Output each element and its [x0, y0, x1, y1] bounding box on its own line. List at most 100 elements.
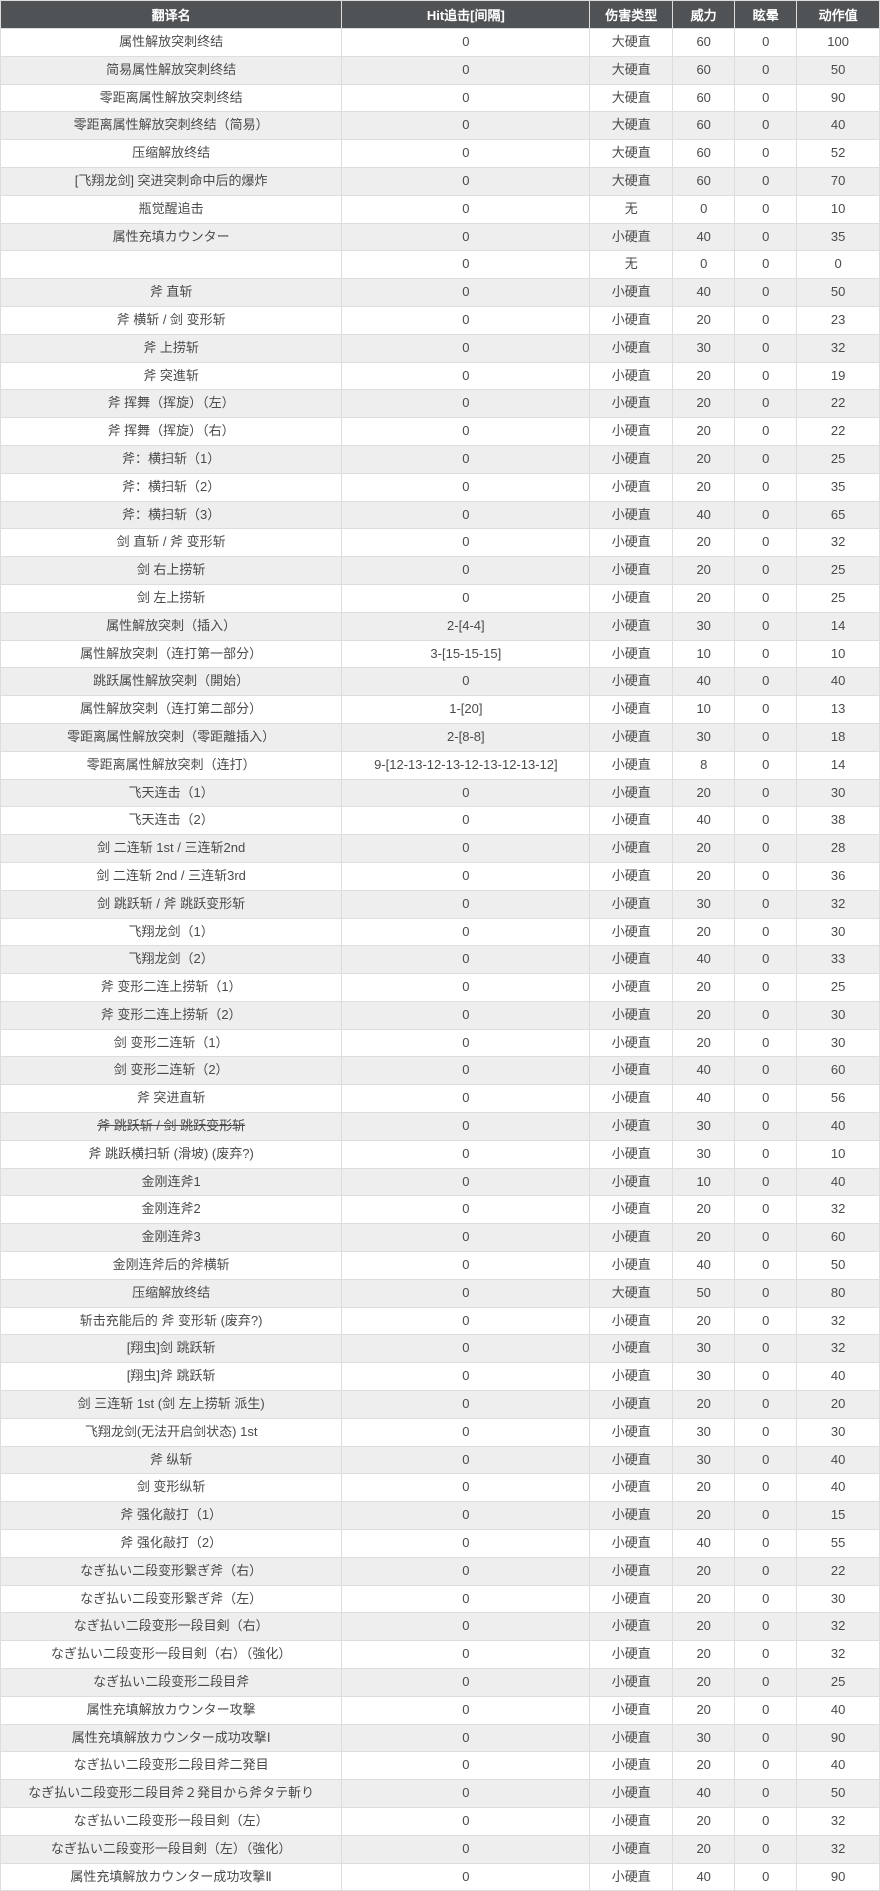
cell-name: [翔虫]斧 跳跃斩	[1, 1363, 342, 1391]
cell-power: 20	[673, 1696, 735, 1724]
cell-power: 40	[673, 1530, 735, 1558]
table-row: 斧：横扫斩（1）0小硬直20025	[1, 445, 880, 473]
cell-name: 斧 突進斩	[1, 362, 342, 390]
cell-name: 斧 跳跃斩 / 剑 跳跃变形斩	[1, 1113, 342, 1141]
cell-action: 13	[797, 696, 880, 724]
cell-name: なぎ払い二段变形繋ぎ斧（左）	[1, 1585, 342, 1613]
cell-name: なぎ払い二段变形繋ぎ斧（右）	[1, 1557, 342, 1585]
cell-action: 60	[797, 1057, 880, 1085]
table-row: なぎ払い二段变形一段目剣（左）（強化）0小硬直20032	[1, 1835, 880, 1863]
cell-stun: 0	[735, 279, 797, 307]
cell-action: 20	[797, 1391, 880, 1419]
cell-name: 斧 纵斩	[1, 1446, 342, 1474]
cell-power: 40	[673, 279, 735, 307]
cell-hit: 0	[342, 1113, 590, 1141]
cell-action: 32	[797, 334, 880, 362]
cell-stun: 0	[735, 1279, 797, 1307]
cell-type: 小硬直	[590, 418, 673, 446]
cell-type: 小硬直	[590, 279, 673, 307]
cell-stun: 0	[735, 473, 797, 501]
cell-name: 飞天连击（1）	[1, 779, 342, 807]
table-row: 斧 挥舞（挥旋）（右）0小硬直20022	[1, 418, 880, 446]
cell-stun: 0	[735, 946, 797, 974]
cell-type: 小硬直	[590, 445, 673, 473]
cell-hit: 0	[342, 918, 590, 946]
cell-power: 20	[673, 1224, 735, 1252]
cell-stun: 0	[735, 557, 797, 585]
cell-stun: 0	[735, 1001, 797, 1029]
cell-power: 20	[673, 1196, 735, 1224]
cell-hit: 0	[342, 1279, 590, 1307]
cell-power: 40	[673, 668, 735, 696]
cell-hit: 0	[342, 557, 590, 585]
cell-stun: 0	[735, 362, 797, 390]
cell-action: 25	[797, 1669, 880, 1697]
table-row: 属性充填解放カウンター攻撃0小硬直20040	[1, 1696, 880, 1724]
cell-power: 20	[673, 1808, 735, 1836]
cell-action: 14	[797, 751, 880, 779]
cell-hit: 0	[342, 251, 590, 279]
cell-action: 30	[797, 1001, 880, 1029]
cell-power: 30	[673, 612, 735, 640]
table-row: 飞翔龙剑（1）0小硬直20030	[1, 918, 880, 946]
cell-name: 斧 强化敲打（1）	[1, 1502, 342, 1530]
cell-action: 32	[797, 1613, 880, 1641]
cell-power: 20	[673, 1669, 735, 1697]
cell-stun: 0	[735, 835, 797, 863]
cell-type: 小硬直	[590, 1724, 673, 1752]
table-row: 斧 跳跃斩 / 剑 跳跃变形斩0小硬直30040	[1, 1113, 880, 1141]
cell-action: 10	[797, 195, 880, 223]
cell-stun: 0	[735, 195, 797, 223]
table-row: 压缩解放终结0大硬直50080	[1, 1279, 880, 1307]
cell-power: 40	[673, 223, 735, 251]
table-row: 剑 二连斩 1st / 三连斩2nd0小硬直20028	[1, 835, 880, 863]
table-row: 斧 突进直斩0小硬直40056	[1, 1085, 880, 1113]
cell-action: 60	[797, 1224, 880, 1252]
table-row: 零距离属性解放突刺终结0大硬直60090	[1, 84, 880, 112]
cell-power: 20	[673, 445, 735, 473]
cell-type: 小硬直	[590, 1391, 673, 1419]
table-row: 斧 变形二连上捞斩（1）0小硬直20025	[1, 974, 880, 1002]
cell-action: 55	[797, 1530, 880, 1558]
cell-stun: 0	[735, 1835, 797, 1863]
cell-type: 小硬直	[590, 918, 673, 946]
cell-type: 小硬直	[590, 557, 673, 585]
cell-type: 小硬直	[590, 890, 673, 918]
cell-type: 小硬直	[590, 1335, 673, 1363]
cell-stun: 0	[735, 1474, 797, 1502]
cell-type: 小硬直	[590, 1696, 673, 1724]
cell-hit: 0	[342, 807, 590, 835]
cell-power: 20	[673, 918, 735, 946]
table-row: 零距离属性解放突刺（零距離插入）2-[8-8]小硬直30018	[1, 723, 880, 751]
col-header-action: 动作值	[797, 1, 880, 29]
table-row: 剑 跳跃斩 / 斧 跳跃变形斩0小硬直30032	[1, 890, 880, 918]
cell-name: 斧 挥舞（挥旋）（左）	[1, 390, 342, 418]
cell-hit: 0	[342, 1502, 590, 1530]
cell-power: 8	[673, 751, 735, 779]
cell-stun: 0	[735, 1335, 797, 1363]
cell-stun: 0	[735, 1168, 797, 1196]
cell-type: 小硬直	[590, 362, 673, 390]
cell-hit: 0	[342, 473, 590, 501]
cell-name: 金刚连斧1	[1, 1168, 342, 1196]
cell-power: 20	[673, 779, 735, 807]
cell-power: 30	[673, 1446, 735, 1474]
cell-action: 40	[797, 1363, 880, 1391]
cell-action: 22	[797, 1557, 880, 1585]
cell-stun: 0	[735, 1252, 797, 1280]
cell-action: 30	[797, 779, 880, 807]
cell-action: 32	[797, 1808, 880, 1836]
cell-name: 剑 变形二连斩（2）	[1, 1057, 342, 1085]
cell-hit: 2-[4-4]	[342, 612, 590, 640]
cell-power: 0	[673, 195, 735, 223]
table-row: 飞天连击（2）0小硬直40038	[1, 807, 880, 835]
cell-type: 小硬直	[590, 1140, 673, 1168]
cell-action: 30	[797, 1029, 880, 1057]
cell-action: 40	[797, 112, 880, 140]
table-row: なぎ払い二段变形一段目剣（右）（強化）0小硬直20032	[1, 1641, 880, 1669]
cell-name	[1, 251, 342, 279]
cell-name: 零距离属性解放突刺终结（简易）	[1, 112, 342, 140]
cell-name: 斧：横扫斩（2）	[1, 473, 342, 501]
cell-stun: 0	[735, 1780, 797, 1808]
table-row: 剑 直斩 / 斧 变形斩0小硬直20032	[1, 529, 880, 557]
